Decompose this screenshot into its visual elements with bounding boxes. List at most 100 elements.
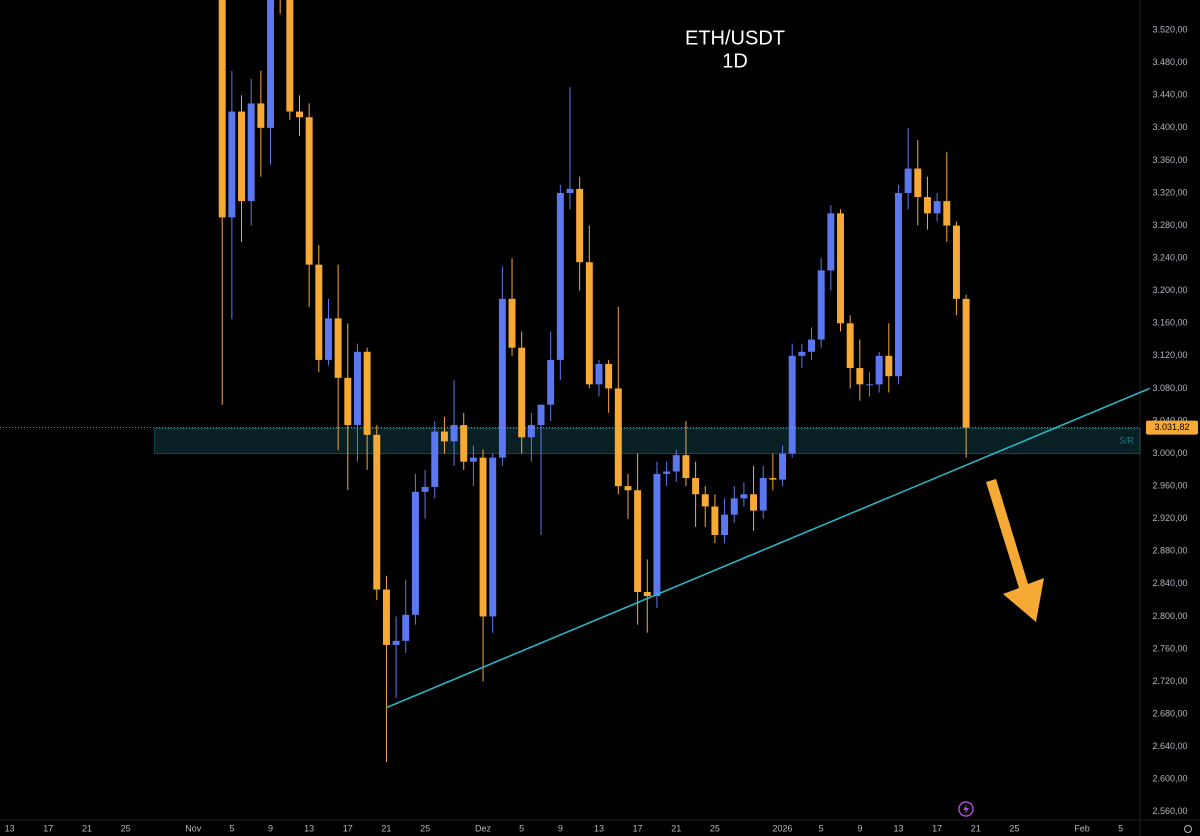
candle-body	[933, 201, 941, 214]
chart-title: ETH/USDT	[685, 27, 785, 49]
candle-body	[682, 455, 690, 478]
candle-body	[267, 0, 274, 128]
candle-body	[750, 494, 758, 511]
x-tick-label: 13	[304, 823, 314, 833]
sr-zone	[154, 427, 1141, 455]
candle-body	[286, 0, 294, 112]
y-tick-label: 2.760,00	[1152, 643, 1187, 653]
x-tick-label: 21	[381, 823, 391, 833]
candle-body	[827, 213, 835, 271]
x-tick-label: 25	[420, 823, 430, 833]
candle-body	[324, 318, 332, 360]
candle-body	[489, 457, 497, 617]
y-tick-label: 2.960,00	[1152, 481, 1187, 491]
last-price-label: 3.031,82	[1154, 422, 1189, 432]
y-tick-label: 2.560,00	[1152, 806, 1187, 816]
candle-body	[585, 262, 593, 385]
candle-body	[450, 425, 458, 442]
candle-body	[856, 368, 864, 385]
y-tick-label: 2.800,00	[1152, 611, 1187, 621]
x-tick-label: 5	[819, 823, 824, 833]
candle-body	[595, 363, 603, 385]
candle-body	[634, 490, 642, 592]
candle-body	[769, 477, 777, 480]
chart-subtitle: 1D	[722, 50, 748, 72]
candle-body	[411, 491, 419, 615]
y-tick-label: 3.160,00	[1152, 318, 1187, 328]
x-tick-label: 17	[343, 823, 353, 833]
candle-body	[373, 434, 381, 590]
x-tick-label: 5	[1118, 823, 1123, 833]
x-tick-label: 5	[519, 823, 524, 833]
candle-body	[421, 486, 429, 492]
candle-body	[334, 318, 342, 378]
y-tick-label: 3.360,00	[1152, 155, 1187, 165]
candle-body	[904, 168, 912, 193]
candle-body	[614, 388, 622, 487]
candle-body	[218, 0, 226, 218]
candle-body	[353, 351, 361, 426]
candle-body	[537, 404, 545, 426]
candle-body	[527, 425, 535, 438]
flash-bolt	[963, 804, 969, 814]
candle-body	[798, 351, 806, 356]
x-tick-label: Dez	[475, 823, 492, 833]
y-tick-label: 3.400,00	[1152, 122, 1187, 132]
candle-body	[556, 192, 564, 360]
candle-body	[605, 363, 613, 389]
candle-body	[624, 486, 632, 491]
x-tick-label: 25	[1009, 823, 1019, 833]
x-tick-label: 17	[633, 823, 643, 833]
candle-body	[692, 477, 700, 495]
candle-body	[238, 111, 246, 202]
settings-icon[interactable]	[1184, 825, 1192, 833]
x-tick-label: 13	[893, 823, 903, 833]
candle-body	[894, 192, 902, 377]
candle-body	[923, 197, 931, 214]
candle-body	[566, 188, 574, 193]
candle-body	[469, 457, 477, 462]
candle-body	[440, 431, 448, 442]
x-tick-label: Nov	[185, 823, 202, 833]
y-tick-label: 3.520,00	[1152, 25, 1187, 35]
last-price-box	[1146, 420, 1198, 435]
candle-body	[952, 225, 960, 299]
candle-body	[296, 111, 303, 118]
y-tick-label: 3.200,00	[1152, 285, 1187, 295]
candle-body	[576, 188, 584, 263]
y-tick-label: 2.880,00	[1152, 546, 1187, 556]
trendline	[386, 387, 1150, 709]
candle-body	[498, 298, 506, 458]
candle-body	[247, 103, 255, 202]
candle-body	[653, 473, 661, 597]
candle-body	[866, 384, 873, 386]
y-tick-label: 2.640,00	[1152, 741, 1187, 751]
candle-body	[257, 103, 265, 128]
x-tick-label: 5	[229, 823, 234, 833]
x-tick-label: 25	[121, 823, 131, 833]
candle-body	[643, 591, 651, 597]
arrow	[986, 479, 1044, 622]
y-tick-label: 3.320,00	[1152, 187, 1187, 197]
candle-body	[547, 359, 555, 405]
candle-body	[508, 298, 516, 348]
y-tick-label: 3.080,00	[1152, 383, 1187, 393]
y-tick-label: 2.680,00	[1152, 709, 1187, 719]
flash-ring	[958, 801, 974, 817]
x-tick-label: 13	[594, 823, 604, 833]
y-tick-label: 3.120,00	[1152, 350, 1187, 360]
candle-body	[759, 477, 767, 511]
x-tick-label: 25	[710, 823, 720, 833]
candle-body	[305, 117, 313, 265]
x-tick-label: 17	[43, 823, 53, 833]
candle-body	[431, 431, 439, 487]
candle-body	[392, 640, 400, 645]
candle-body	[837, 213, 844, 324]
x-tick-label: 21	[671, 823, 681, 833]
candle-body	[518, 347, 526, 438]
candle-body	[730, 498, 738, 515]
y-tick-label: 2.920,00	[1152, 513, 1187, 523]
